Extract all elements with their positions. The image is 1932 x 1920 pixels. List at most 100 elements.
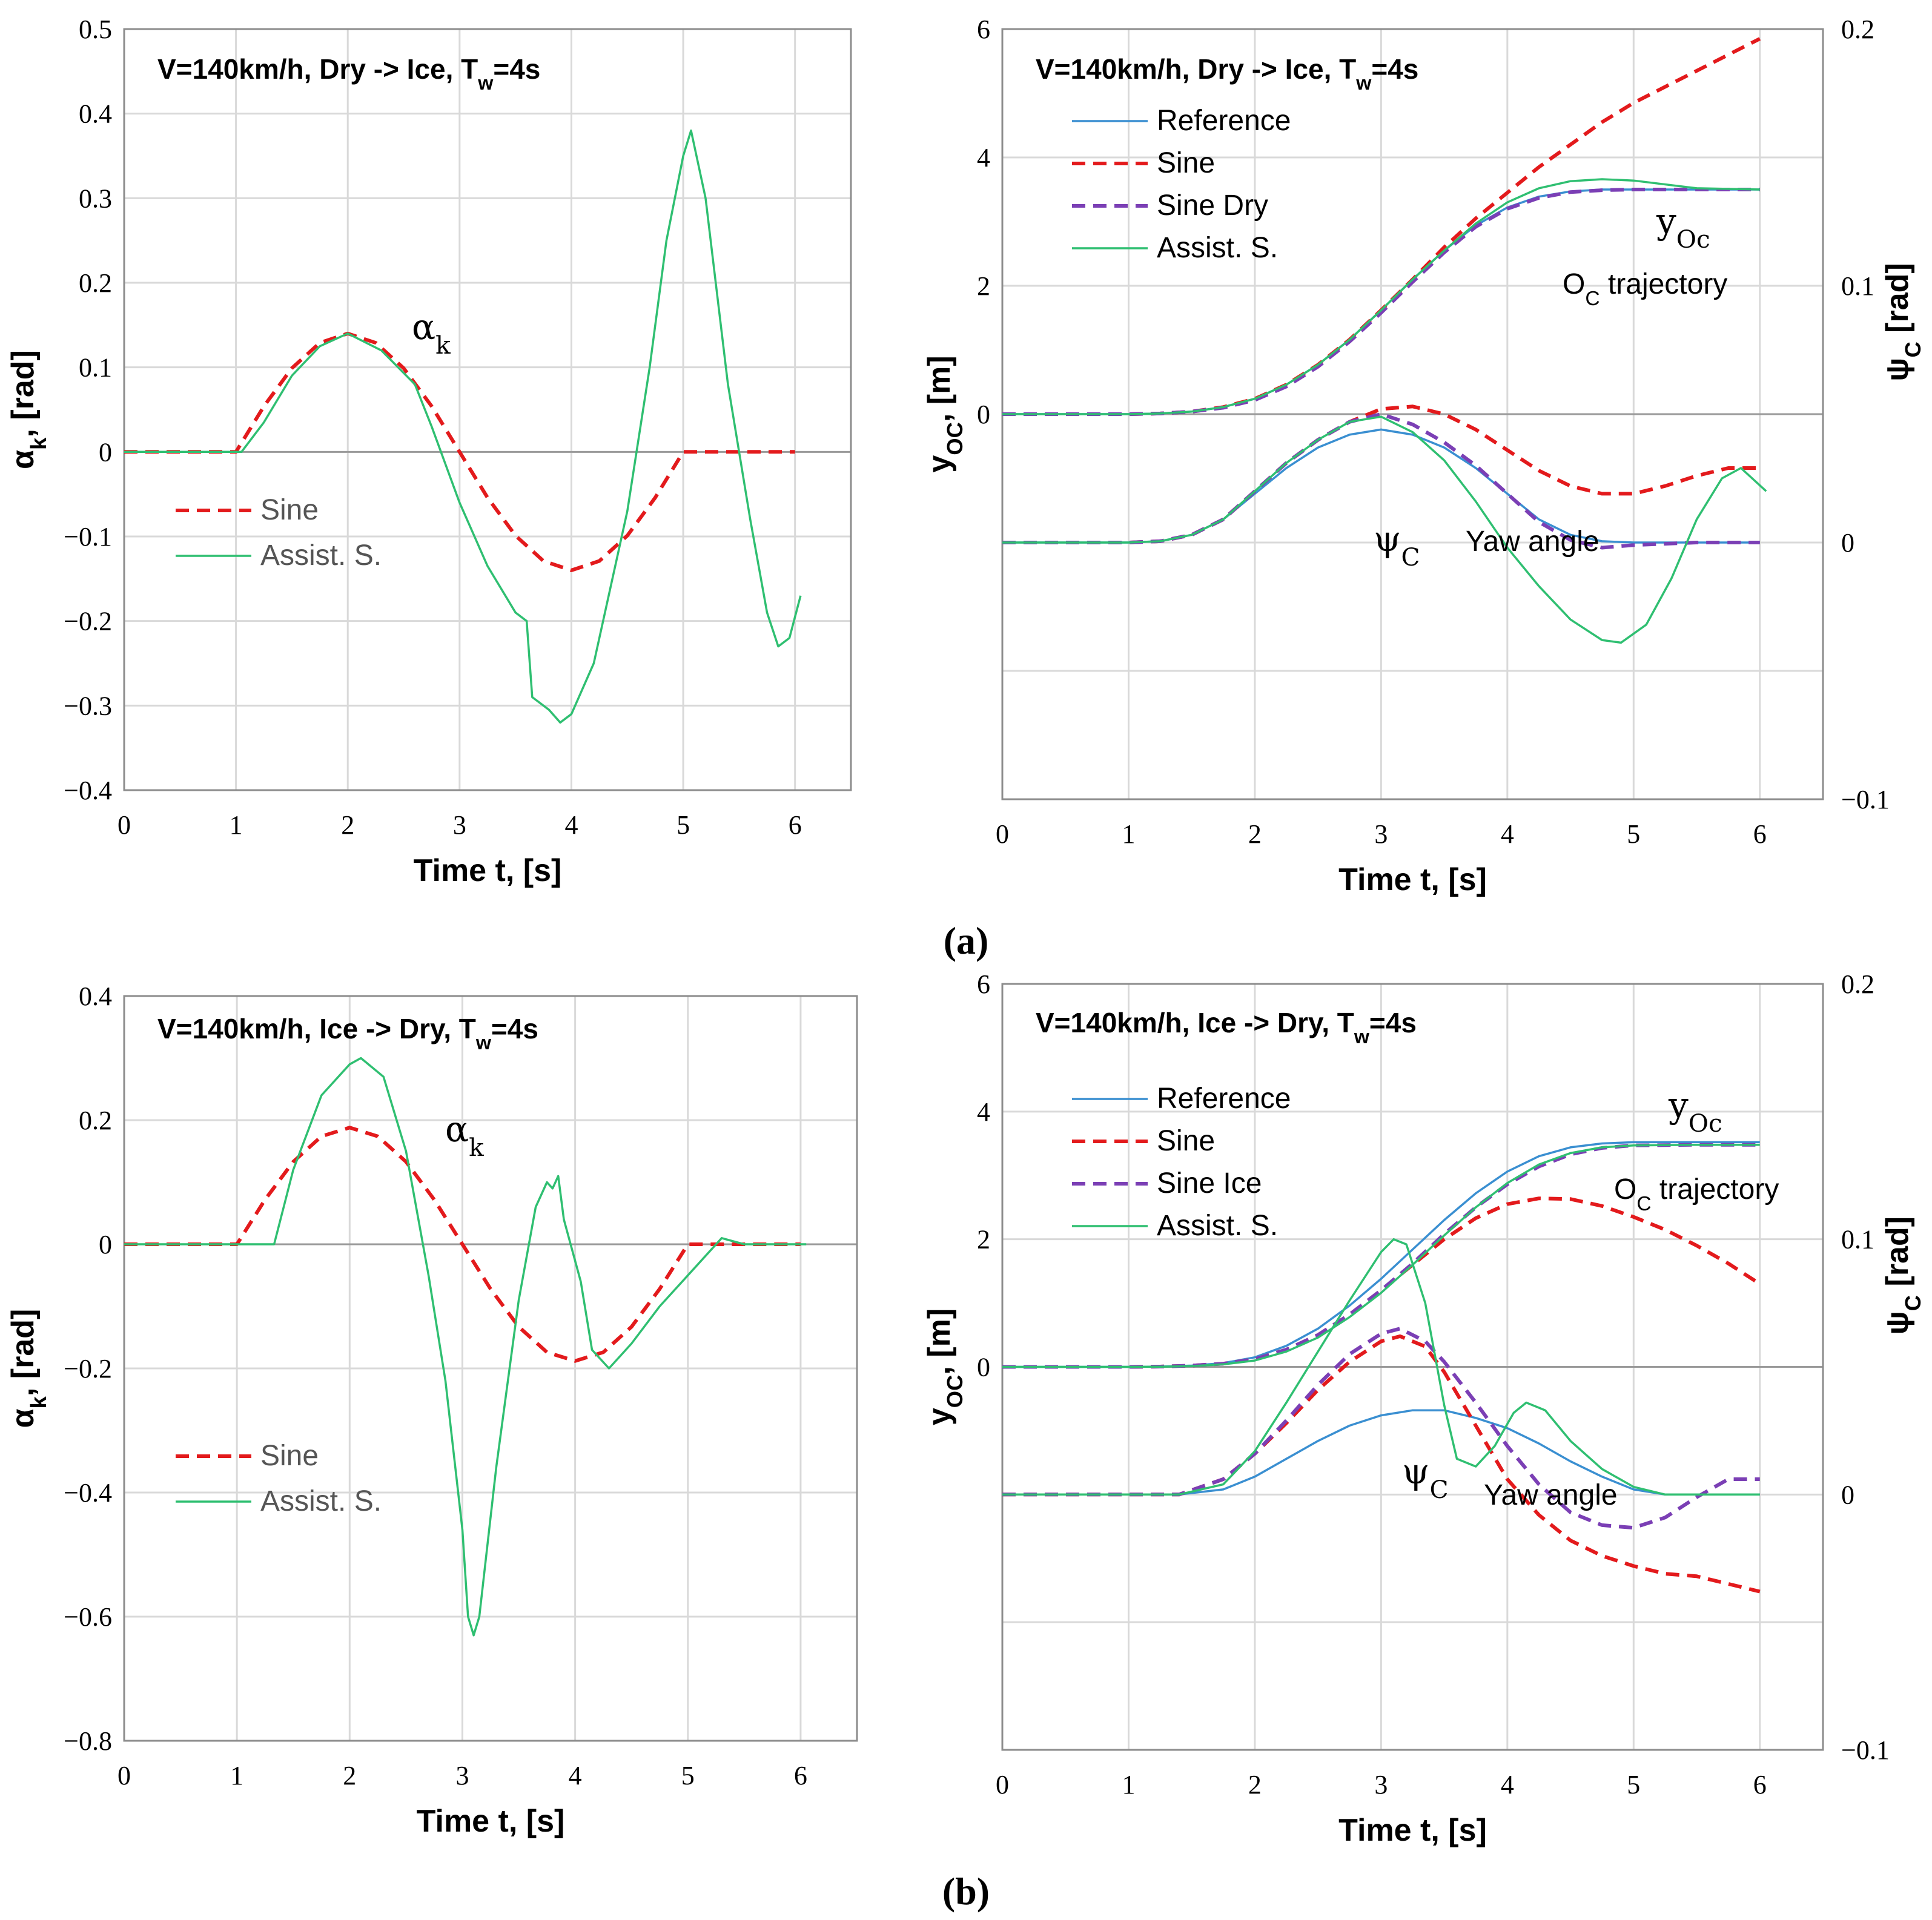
- y2-tick-label: 0.2: [1841, 15, 1874, 44]
- y-tick-label: −0.6: [64, 1602, 112, 1632]
- y-axis-label-part: OC: [942, 1375, 967, 1408]
- y-tick-label: 0.3: [79, 183, 112, 213]
- series-line-assist-s--left: [1002, 178, 1760, 415]
- x-tick-label: 6: [789, 810, 802, 840]
- annotation-1-part: C: [1585, 288, 1600, 310]
- y2-tick-label: 0.2: [1841, 969, 1874, 999]
- series-line-assist-s--left: [1002, 1143, 1760, 1368]
- x-tick-label: 6: [1753, 819, 1767, 849]
- y2-axis-label-part: C: [1901, 341, 1925, 357]
- y-axis-label-part: k: [26, 1396, 51, 1408]
- legend-label: Sine: [1157, 147, 1215, 179]
- y-axis-label: yOC, [m]: [922, 355, 967, 472]
- y-tick-label: 6: [977, 969, 990, 999]
- legend: Reference Sine Sine Dry Assist. S.: [1072, 105, 1291, 264]
- y2-axis-label: ψC [rad]: [1880, 263, 1925, 381]
- y2-tick-label: 0: [1841, 1480, 1854, 1509]
- y-tick-label: 0: [99, 1230, 112, 1259]
- y-tick-label: −0.3: [64, 691, 112, 721]
- x-tick-label: 2: [1248, 1770, 1262, 1800]
- y-tick-label: −0.4: [64, 776, 112, 805]
- chart-title-part: =4s: [1369, 1007, 1417, 1038]
- annotation-1-part: trajectory: [1600, 268, 1728, 300]
- x-tick-label: 1: [230, 810, 243, 840]
- y-tick-label: 4: [977, 1097, 990, 1127]
- legend-label: Sine: [260, 1440, 319, 1472]
- chart-title-part: =4s: [491, 1013, 538, 1044]
- legend: Sine Assist. S.: [176, 494, 382, 572]
- x-tick-label: 2: [1248, 819, 1262, 849]
- series-line-assist-s-: [124, 1057, 807, 1637]
- annotation-0-part: y: [1656, 200, 1676, 242]
- chart-title-part: w: [1355, 72, 1372, 94]
- y2-axis-label-part: C: [1901, 1295, 1925, 1311]
- annotation-2-part: ψ: [1374, 518, 1401, 559]
- x-axis-label: Time t, [s]: [1338, 1813, 1487, 1848]
- x-tick-label: 1: [1122, 819, 1135, 849]
- x-tick-label: 2: [341, 810, 354, 840]
- y2-tick-label: 0: [1841, 528, 1854, 558]
- x-tick-label: 3: [453, 810, 466, 840]
- y2-tick-label: −0.1: [1841, 1735, 1890, 1765]
- y-axis-label-part: , [m]: [922, 1308, 957, 1375]
- y2-tick-label: 0.1: [1841, 271, 1874, 301]
- y-axis-label-part: y: [922, 1408, 957, 1425]
- annotation-alpha: αk: [445, 1109, 484, 1162]
- annotation-3: Yaw angle: [1466, 526, 1600, 558]
- y-tick-label: −0.2: [64, 1354, 112, 1384]
- y-tick-label: 6: [977, 15, 990, 44]
- y-axis-label-part: α: [5, 1408, 41, 1428]
- y-tick-label: 0.4: [79, 981, 112, 1011]
- legend-label: Assist. S.: [1157, 1210, 1278, 1242]
- y-axis-label-part: y: [922, 455, 957, 473]
- y2-tick-label: 0.1: [1841, 1225, 1874, 1255]
- plot-frame: [123, 995, 858, 1742]
- x-tick-label: 3: [1374, 819, 1388, 849]
- chart-b_left: 0 1 2 3 4 5 6 −0.8 −0.6 −0.4 −0.2 0 0.2 0.4 Time t, [s…: [5, 981, 858, 1839]
- x-tick-label: 1: [1122, 1770, 1135, 1800]
- y-axis-label: αk, [rad]: [5, 1309, 51, 1428]
- annotation-3: Yaw angle: [1484, 1479, 1618, 1511]
- annotation-alpha-part: α: [445, 1109, 469, 1150]
- x-tick-label: 5: [677, 810, 690, 840]
- x-tick-label: 1: [230, 1761, 243, 1790]
- y-axis-label-part: α: [5, 450, 41, 469]
- annotation-2-part: ψ: [1402, 1451, 1429, 1492]
- x-tick-label: 4: [1501, 1770, 1514, 1800]
- legend: Reference Sine Sine Ice Assist. S.: [1072, 1083, 1291, 1242]
- annotation-1-part: O: [1563, 268, 1585, 300]
- annotation-2-part: C: [1429, 1475, 1448, 1504]
- legend-label: Sine: [260, 494, 319, 526]
- annotation-3-part: Yaw angle: [1466, 526, 1600, 558]
- y-tick-label: 0.2: [79, 268, 112, 298]
- x-tick-label: 5: [681, 1761, 695, 1790]
- y-tick-label: 2: [977, 1225, 990, 1255]
- x-tick-label: 4: [564, 810, 578, 840]
- x-axis-label: Time t, [s]: [1338, 862, 1487, 897]
- y-axis-label-part: , [rad]: [5, 1309, 41, 1396]
- x-tick-label: 6: [1753, 1770, 1767, 1800]
- annotation-alpha-part: k: [435, 331, 451, 360]
- legend: Sine Assist. S.: [176, 1440, 382, 1517]
- legend-label: Sine Ice: [1157, 1167, 1262, 1199]
- y2-axis-label-part: [rad]: [1880, 263, 1915, 341]
- annotation-1: OC trajectory: [1614, 1173, 1779, 1215]
- legend-label: Sine: [1157, 1125, 1215, 1157]
- annotation-2: ψC: [1374, 518, 1420, 572]
- annotation-2-part: C: [1401, 543, 1420, 572]
- x-tick-label: 0: [996, 819, 1009, 849]
- chart-title-part: V=140km/h, Ice -> Dry, T: [157, 1013, 476, 1044]
- legend-label: Sine Dry: [1157, 190, 1268, 222]
- annotation-0-part: y: [1668, 1084, 1689, 1126]
- chart-title-part: w: [475, 1032, 492, 1054]
- legend-label: Assist. S.: [260, 539, 382, 572]
- chart-title: V=140km/h, Dry -> Ice, Tw=4s: [157, 53, 540, 94]
- y-tick-label: 0: [977, 400, 990, 429]
- series-line-sine-right: [1002, 404, 1760, 544]
- y-tick-label: 2: [977, 271, 990, 301]
- chart-title-part: V=140km/h, Dry -> Ice, T: [1036, 53, 1356, 85]
- x-tick-label: 5: [1627, 1770, 1640, 1800]
- y-tick-label: 0.4: [79, 99, 112, 129]
- series-line-assist-s--right: [1002, 415, 1767, 644]
